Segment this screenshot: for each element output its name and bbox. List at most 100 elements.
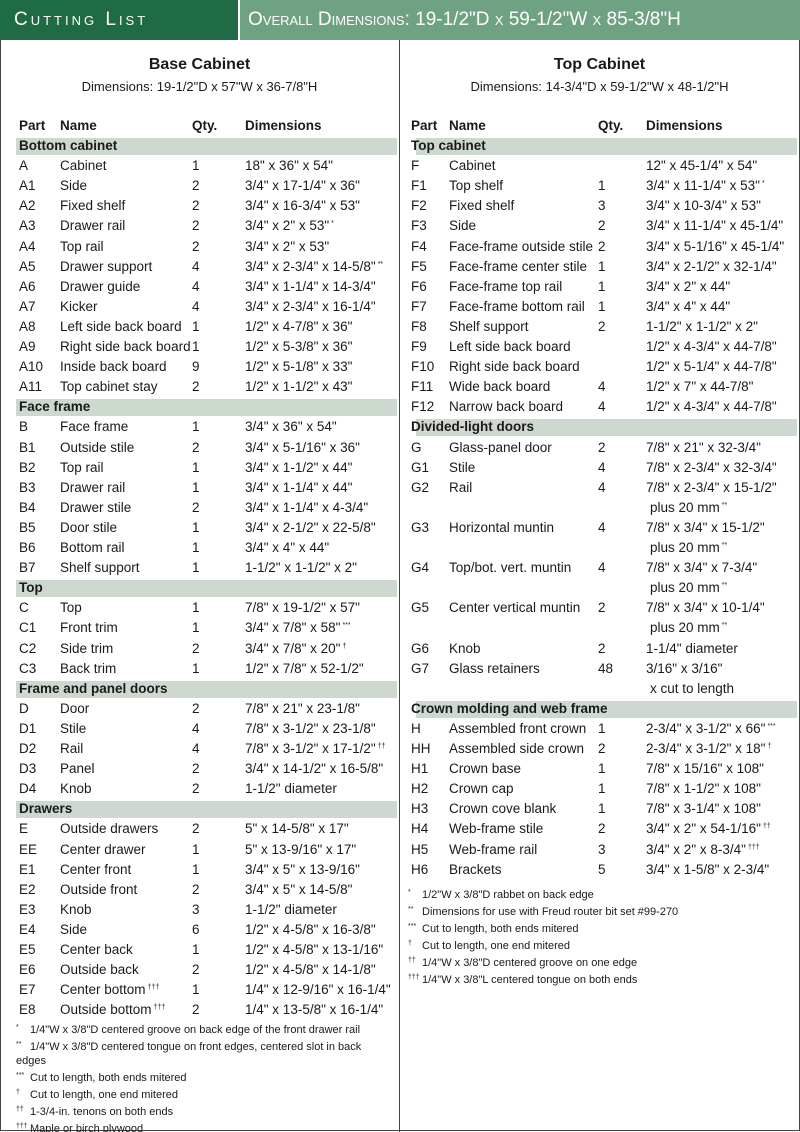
part: A6 [19,278,36,294]
name-cell: Brackets [449,862,502,877]
dimensions-cell: 7/8" x 2-3/4" x 32-3/4" [646,460,777,475]
qty: 2 [192,439,200,455]
footnote-mark: *** [408,923,417,930]
name: Top shelf [449,178,504,194]
footnote-mark: ** [408,906,414,913]
name: Face-frame bottom rail [449,298,585,314]
qty: 1 [598,720,606,736]
name: Top rail [60,238,104,254]
qty: 1 [192,479,200,495]
dimensions-cell: 3/4" x 1-1/2" x 44" [245,460,352,475]
footnote: ††† 1/4"W x 3/8"L centered tongue on both… [408,971,793,987]
footnote-ref: ††† [747,843,760,851]
qty: 1 [192,560,200,576]
part: D3 [19,761,37,777]
dimensions: 3/4" x 2" x 8-3/4" [646,841,746,857]
footnote-text: 1-3/4-in. tenons on both ends [30,1106,174,1118]
dimensions-cell: 1-1/2" diameter [245,781,337,796]
part: G7 [411,660,430,676]
name: Cabinet [449,158,496,174]
name: Panel [60,761,95,777]
part: A9 [19,339,36,354]
name: Side [60,921,88,937]
footnote-ref: † [767,743,772,750]
dimensions-cell: 3/4" x 11-1/4" x 53" * [646,178,765,193]
qty: 2 [598,218,606,234]
dimensions-cell: 3/4" x 1-1/4" x 44" [245,480,352,495]
header-dimensions: Overall Dimensions: 19-1/2"D x 59-1/2"W … [248,9,681,30]
dimensions: 1/2" x 4-5/8" x 16-3/8" [245,921,376,937]
name-cell: Face-frame bottom rail [449,299,585,314]
dimensions: 7/8" x 19-1/2" x 57" [245,600,360,616]
footnote: †† 1-3/4-in. tenons on both ends [16,1103,386,1119]
dimensions-cell: 3/4" x 1-5/8" x 2-3/4" [646,862,769,877]
name-cell: Panel [60,761,95,776]
part: E3 [19,901,36,917]
name: Assembled side crown [449,741,585,756]
part: G3 [411,519,430,535]
dimensions: 3/4" x 4" x 44" [646,298,731,314]
qty: 2 [598,640,606,656]
part: C3 [19,660,37,676]
dimensions-continued: x cut to length [650,680,735,696]
dimensions: 3/4" x 1-5/8" x 2-3/4" [646,861,770,877]
section-name: Face frame [19,399,91,415]
name: Web-frame rail [449,841,538,857]
part: E [19,821,29,837]
footnote-ref: ** [721,622,728,630]
name: Kicker [60,298,98,314]
footnote-text: 1/2"W x 3/8"D rabbet on back edge [422,889,594,901]
qty: 1 [192,158,200,174]
name: Outside back [60,962,139,978]
part: B7 [19,560,36,576]
name-cell: Face frame [60,419,128,434]
footnote-ref: * [331,220,334,228]
part: D2 [19,741,37,756]
name-cell: Center back [60,942,133,957]
name-cell: Left side back board [449,339,571,354]
name-cell: Web-frame rail [449,842,537,857]
dimensions-cell: 3/4" x 2-1/2" x 32-1/4" [646,259,777,274]
dimensions: 1-1/2" diameter [245,781,337,797]
part: G1 [411,459,430,475]
dimensions: 3/4" x 11-1/4" x 45-1/4" [646,218,784,234]
dimensions: 1/2" x 1-1/2" x 43" [245,379,353,395]
dimensions: 1/2" x 5-1/4" x 44-7/8" [646,359,777,375]
qty: 5 [598,861,606,877]
dimensions-cell: 7/8" x 3-1/2" x 17-1/2" †† [245,741,386,756]
dimensions: 3/4" x 2" x 54-1/16" [646,821,761,837]
name: Top rail [60,459,104,475]
dimensions: 3/4" x 5-1/16" x 45-1/4" [646,238,785,254]
dimensions-cell: 1-1/2" x 1-1/2" x 2" [646,319,758,334]
qty: 2 [598,600,606,616]
name: Narrow back board [449,399,564,415]
name-cell: Crown cap [449,781,514,796]
part: B3 [19,479,36,495]
name-cell: Left side back board [60,319,182,334]
dimensions: 3/4" x 17-1/4" x 36" [245,178,360,194]
column-divider [399,40,400,1132]
name-cell: Web-frame stile [449,821,543,836]
footnote-text: 1/4"W x 3/8"D centered groove on one edg… [422,957,638,969]
name: Center vertical muntin [449,600,581,616]
part: F7 [411,298,427,314]
dimensions: 7/8" x 3-1/2" x 17-1/2" [245,741,376,756]
name-cell: Rail [449,480,472,495]
name-cell: Glass retainers [449,661,540,676]
name-cell: Drawer rail [60,218,125,233]
name: Assembled front crown [449,720,587,736]
dimensions-cell: 3/4" x 2" x 54-1/16" †† [646,821,771,836]
name-cell: Fixed shelf [60,198,125,213]
dimensions: 3/4" x 4" x 44" [245,540,330,555]
part: B6 [19,540,36,555]
qty: 2 [192,781,200,797]
name-cell: Right side back board [449,359,580,374]
dimensions: 3/4" x 2-3/4" x 14-5/8" [245,258,376,274]
name-cell: Outside drawers [60,821,158,836]
dimensions: 1/2" x 7/8" x 52-1/2" [245,660,364,676]
part: A [19,158,29,174]
dimensions: 1-1/2" diameter [245,901,337,917]
dimensions-cell: 3/4" x 2-3/4" x 14-5/8" ** [245,259,383,274]
part: H5 [411,841,429,857]
part: D4 [19,781,37,797]
